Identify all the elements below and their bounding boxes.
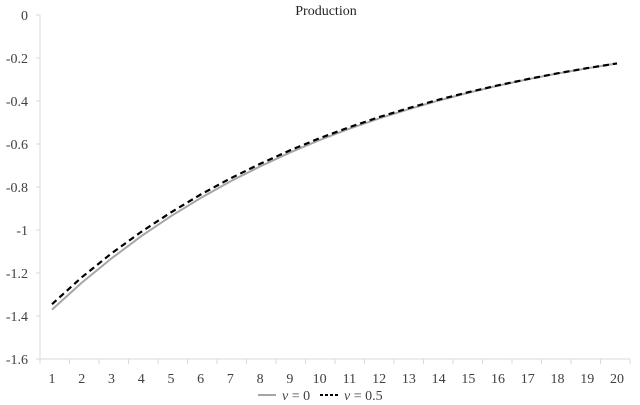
- y-tick-label: -1.4: [6, 310, 28, 325]
- x-tick-label: 1: [49, 372, 56, 387]
- series-lines: [51, 62, 618, 311]
- x-tick-label: 16: [491, 372, 505, 387]
- x-tick-label: 15: [461, 372, 475, 387]
- x-tick-label: 13: [402, 372, 416, 387]
- x-tick-label: 8: [257, 372, 264, 387]
- x-tick-label: 17: [521, 372, 535, 387]
- x-tick-label: 6: [197, 372, 204, 387]
- legend-label: v = 0: [282, 389, 310, 404]
- y-tick-label: -0.4: [6, 95, 28, 110]
- series-line-v05: [51, 62, 618, 306]
- x-tick-label: 10: [313, 372, 327, 387]
- y-tick-label: -1: [16, 224, 28, 239]
- x-tick-label: 7: [227, 372, 234, 387]
- y-tick-label: -0.2: [6, 52, 28, 67]
- y-tick-label: -1.2: [6, 267, 28, 282]
- y-axis: 0 -0.2 -0.4 -0.6 -0.8 -1 -1.2 -1.4 -1.6: [6, 9, 41, 368]
- series-line-v0: [51, 62, 618, 311]
- y-tick-label: -1.6: [6, 353, 28, 368]
- x-tick-label: 12: [372, 372, 386, 387]
- x-tick-label: 11: [343, 372, 356, 387]
- x-axis: 1 2 3 4 5 6 7 8 9 10 11 12 13 14 15 16 17 18 19 20: [39, 358, 631, 387]
- x-tick-label: 5: [167, 372, 174, 387]
- x-tick-label: 20: [610, 372, 624, 387]
- y-tick-label: 0: [21, 9, 28, 24]
- x-tick-label: 18: [551, 372, 565, 387]
- x-tick-label: 9: [286, 372, 293, 387]
- x-tick-label: 3: [108, 372, 115, 387]
- x-tick-label: 19: [580, 372, 594, 387]
- x-tick-label: 14: [432, 372, 446, 387]
- chart-title: Production: [295, 4, 356, 19]
- x-tick-label: 2: [78, 372, 85, 387]
- legend: v = 0 v = 0.5: [258, 389, 383, 404]
- y-tick-label: -0.6: [6, 138, 28, 153]
- legend-label: v = 0.5: [344, 389, 383, 404]
- x-tick-label: 4: [138, 372, 145, 387]
- y-tick-label: -0.8: [6, 181, 28, 196]
